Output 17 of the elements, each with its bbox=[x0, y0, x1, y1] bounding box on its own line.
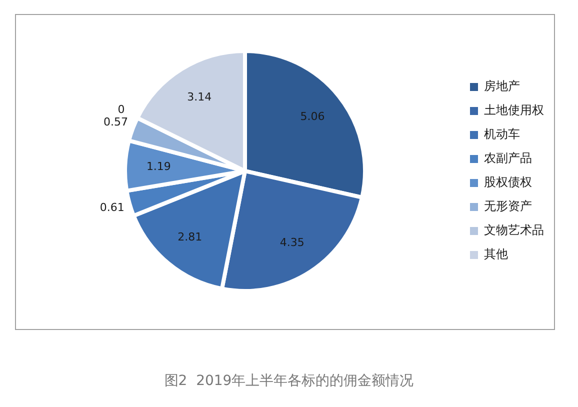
legend-label: 机动车 bbox=[484, 127, 520, 142]
data-label: 1.19 bbox=[146, 160, 171, 173]
text: 图2 2019年上半年各标的的佣金额情况 bbox=[163, 372, 415, 390]
text: 0 bbox=[118, 102, 125, 116]
legend-label: 无形资产 bbox=[484, 199, 532, 214]
legend-label: 股权债权 bbox=[484, 175, 532, 190]
legend-label: 文物艺术品 bbox=[484, 223, 544, 238]
data-label: 0.57 bbox=[103, 116, 128, 129]
data-label: 2.81 bbox=[178, 230, 202, 244]
legend-label: 房地产 bbox=[484, 79, 520, 94]
data-label: 4.35 bbox=[280, 236, 304, 250]
legend-label: 土地使用权 bbox=[484, 103, 544, 118]
legend-label: 农副产品 bbox=[484, 151, 532, 166]
data-label: 0.61 bbox=[100, 201, 124, 214]
legend-label: 其他 bbox=[484, 247, 508, 262]
data-label: 3.14 bbox=[187, 90, 212, 104]
data-label: 5.06 bbox=[300, 110, 325, 123]
